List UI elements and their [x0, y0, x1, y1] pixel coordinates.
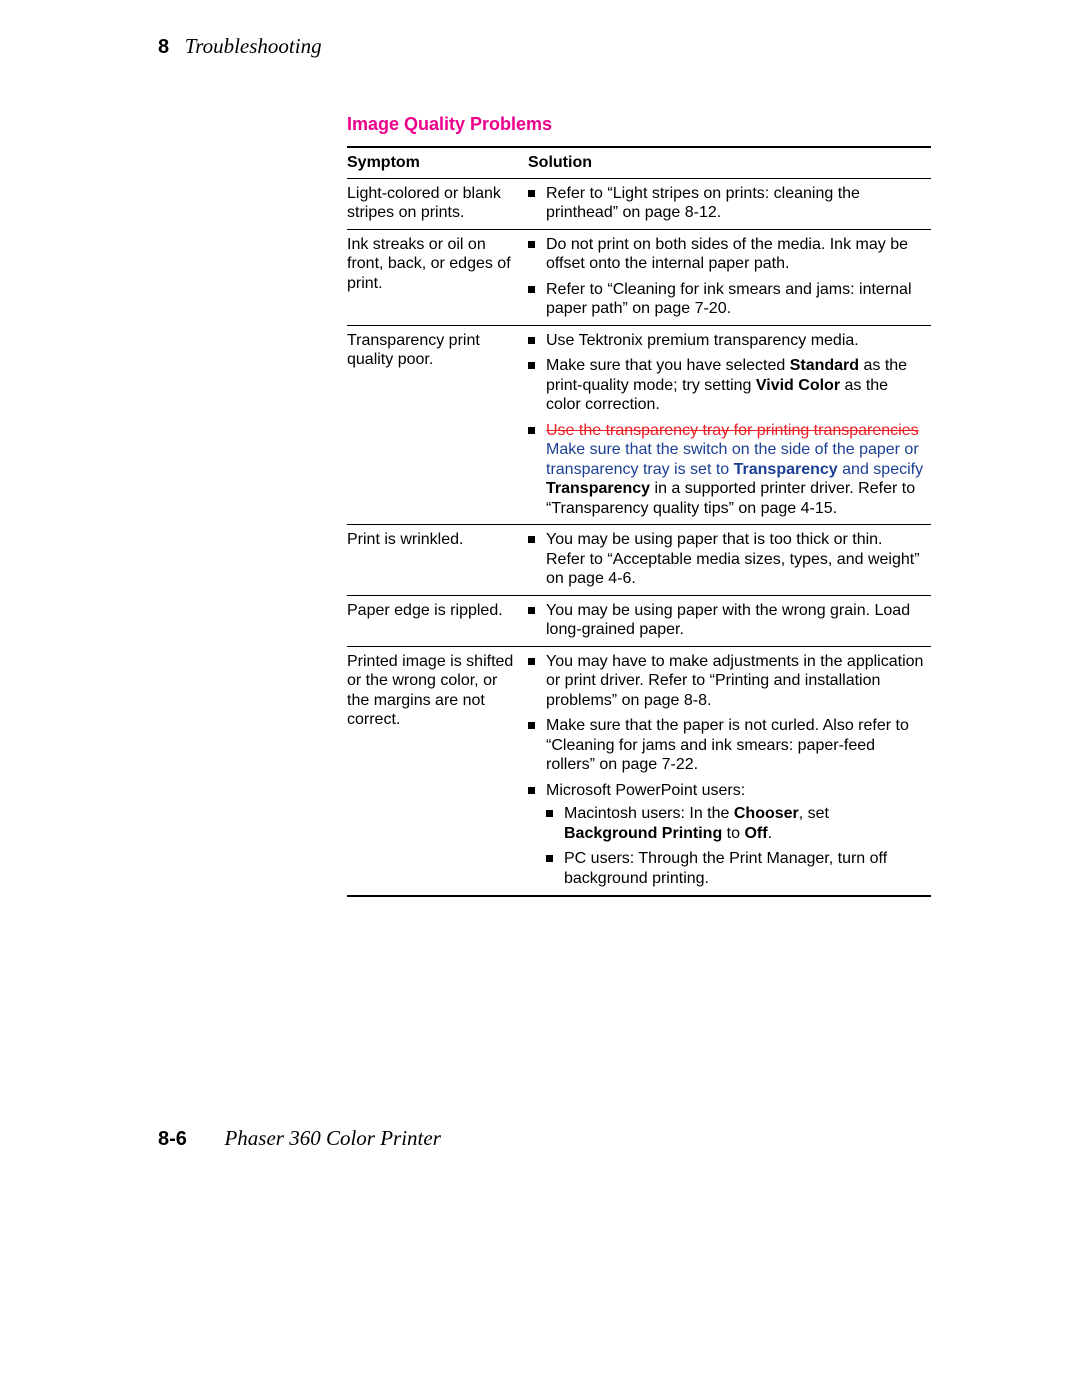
bullet: Refer to “Light stripes on prints: clean… — [528, 184, 925, 223]
table-row: Transparency print quality poor. Use Tek… — [347, 325, 931, 525]
bullet: You may be using paper that is too thick… — [528, 530, 925, 589]
bullet: You may be using paper with the wrong gr… — [528, 601, 925, 640]
symptom-cell: Printed image is shifted or the wrong co… — [347, 646, 528, 895]
table-row: Light-colored or blank stripes on prints… — [347, 178, 931, 229]
symptom-cell: Light-colored or blank stripes on prints… — [347, 178, 528, 229]
solution-cell: You may be using paper with the wrong gr… — [528, 595, 931, 646]
strikethrough-text: Use the transparency tray for printing t… — [546, 422, 919, 439]
section-title: Image Quality Problems — [347, 114, 552, 135]
solution-cell: You may have to make adjustments in the … — [528, 646, 931, 895]
bullet: Use the transparency tray for printing t… — [528, 421, 925, 519]
bold-text: Standard — [790, 357, 859, 374]
text: to — [722, 825, 744, 842]
table-row: Print is wrinkled. You may be using pape… — [347, 525, 931, 596]
revised-bold-text: Transparency — [734, 461, 838, 478]
text: Macintosh users: In the — [564, 805, 734, 822]
product-name: Phaser 360 Color Printer — [224, 1126, 440, 1150]
troubleshooting-table: Symptom Solution Light-colored or blank … — [347, 146, 931, 897]
bold-text: Background Printing — [564, 825, 722, 842]
symptom-cell: Print is wrinkled. — [347, 525, 528, 596]
col-solution-header: Solution — [528, 147, 931, 178]
bullet: You may have to make adjustments in the … — [528, 652, 925, 711]
text: , set — [799, 805, 829, 822]
solution-cell: Refer to “Light stripes on prints: clean… — [528, 178, 931, 229]
revised-text: and specify — [838, 461, 923, 478]
text: Microsoft PowerPoint users: — [546, 782, 745, 799]
col-symptom-header: Symptom — [347, 147, 528, 178]
bold-text: Transparency — [546, 480, 650, 497]
solution-cell: Use Tektronix premium transparency media… — [528, 325, 931, 525]
symptom-cell: Paper edge is rippled. — [347, 595, 528, 646]
bullet: Do not print on both sides of the media.… — [528, 235, 925, 274]
bullet: Microsoft PowerPoint users: Macintosh us… — [528, 781, 925, 889]
page-number: 8-6 — [158, 1128, 187, 1150]
bullet: Refer to “Cleaning for ink smears and ja… — [528, 280, 925, 319]
solution-cell: You may be using paper that is too thick… — [528, 525, 931, 596]
bold-text: Chooser — [734, 805, 799, 822]
page: 8 Troubleshooting Image Quality Problems… — [0, 0, 1080, 1397]
chapter-title: Troubleshooting — [185, 34, 322, 58]
text: Make sure that you have selected — [546, 357, 790, 374]
bold-text: Off — [744, 825, 767, 842]
table-row: Paper edge is rippled. You may be using … — [347, 595, 931, 646]
bullet: Use Tektronix premium transparency media… — [528, 331, 925, 351]
running-head: 8 Troubleshooting — [158, 34, 322, 59]
sub-bullet: Macintosh users: In the Chooser, set Bac… — [546, 804, 925, 843]
solution-cell: Do not print on both sides of the media.… — [528, 229, 931, 325]
bullet: Make sure that the paper is not curled. … — [528, 716, 925, 775]
table-row: Printed image is shifted or the wrong co… — [347, 646, 931, 895]
bullet: Make sure that you have selected Standar… — [528, 356, 925, 415]
symptom-cell: Ink streaks or oil on front, back, or ed… — [347, 229, 528, 325]
sub-bullet: PC users: Through the Print Manager, tur… — [546, 849, 925, 888]
bold-text: Vivid Color — [756, 377, 840, 394]
page-footer: 8-6 Phaser 360 Color Printer — [158, 1126, 441, 1151]
symptom-cell: Transparency print quality poor. — [347, 325, 528, 525]
chapter-number: 8 — [158, 36, 169, 58]
table-row: Ink streaks or oil on front, back, or ed… — [347, 229, 931, 325]
text: . — [768, 825, 772, 842]
